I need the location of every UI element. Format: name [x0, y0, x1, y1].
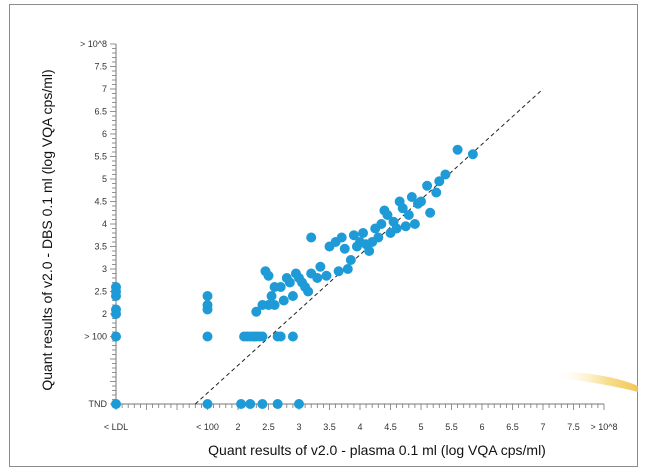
axes: < LDL < 100 2 2.5 3 3.5 4 4.5 5 5.5 6 6.5 7 7.5 > 10^8…: [80, 39, 618, 432]
points-layer: [111, 144, 478, 409]
data-point: [287, 331, 298, 342]
data-point: [111, 304, 121, 315]
x-tick-label: 5.5: [445, 422, 458, 432]
data-point: [467, 149, 478, 160]
x-axis-title: Quant results of v2.0 - plasma 0.1 ml (l…: [208, 442, 546, 458]
data-point: [294, 399, 304, 409]
data-point: [440, 169, 451, 180]
y-tick-label: 7.5: [94, 62, 107, 72]
y-tick-label: 3: [102, 264, 107, 274]
data-point: [275, 282, 286, 292]
x-tick-label: 6.5: [506, 422, 519, 432]
x-tick-label: 2.5: [262, 422, 275, 432]
data-point: [342, 264, 353, 274]
data-point: [257, 399, 268, 409]
data-point: [202, 399, 213, 409]
data-point: [373, 232, 384, 243]
data-point: [339, 243, 350, 254]
data-point: [434, 176, 445, 187]
data-point: [409, 219, 420, 229]
data-point: [391, 223, 402, 234]
data-point: [269, 300, 280, 310]
y-tick-label: 7: [102, 84, 107, 94]
data-point: [406, 192, 417, 202]
data-point: [245, 399, 256, 409]
data-point: [306, 232, 317, 243]
data-point: [202, 300, 213, 310]
x-tick-label: 4.5: [384, 422, 397, 432]
data-point: [202, 291, 213, 301]
y-tick-label: 4.5: [94, 197, 107, 207]
x-tick-label: 2: [235, 422, 240, 432]
data-point: [336, 232, 347, 243]
data-point: [272, 399, 283, 409]
x-tick-label: > 10^8: [591, 422, 618, 432]
data-point: [397, 203, 408, 214]
data-point: [358, 228, 369, 238]
data-point: [202, 331, 213, 342]
data-point: [376, 219, 387, 229]
data-point: [312, 273, 323, 283]
data-point: [364, 246, 375, 256]
data-point: [111, 282, 121, 292]
y-tick-label: TND: [89, 399, 108, 409]
x-tick-label: 3.5: [323, 422, 336, 432]
y-tick-label: 6: [102, 129, 107, 139]
data-point: [452, 144, 463, 155]
y-tick-label: 2: [102, 309, 107, 319]
data-point: [287, 291, 298, 301]
data-point: [422, 180, 433, 191]
x-tick-label: < 100: [196, 422, 219, 432]
x-tick-label: 4: [357, 422, 362, 432]
y-axis-title: Quant results of v2.0 - DBS 0.1 ml (log …: [39, 69, 55, 390]
data-point: [284, 277, 295, 288]
x-tick-label: 5: [418, 422, 423, 432]
data-point: [111, 399, 121, 409]
data-point: [333, 266, 344, 277]
data-point: [348, 230, 359, 241]
data-point: [251, 306, 262, 317]
data-point: [315, 261, 326, 272]
data-point: [321, 270, 332, 281]
data-point: [345, 255, 356, 265]
x-tick-label: < LDL: [104, 422, 128, 432]
x-tick-label: 6: [479, 422, 484, 432]
data-point: [382, 210, 393, 220]
y-tick-label: 3.5: [94, 242, 107, 252]
x-tick-label: 3: [296, 422, 301, 432]
y-tick-label: 6.5: [94, 107, 107, 117]
data-point: [111, 331, 121, 342]
y-tick-label: 4: [102, 219, 107, 229]
y-tick-label: 5: [102, 174, 107, 184]
data-point: [266, 291, 277, 301]
x-tick-label: 7: [540, 422, 545, 432]
chart-frame: [9, 4, 638, 467]
decorative-swoosh: [560, 372, 638, 392]
data-point: [416, 196, 426, 207]
data-point: [278, 295, 289, 306]
data-point: [400, 221, 411, 232]
y-tick-label: > 100: [84, 332, 107, 342]
data-point: [263, 270, 274, 281]
x-tick-label: 7.5: [567, 422, 580, 432]
y-tick-label: > 10^8: [80, 39, 107, 49]
data-point: [303, 286, 314, 297]
data-point: [403, 210, 414, 220]
data-point: [425, 207, 436, 218]
y-tick-label: 2.5: [94, 287, 107, 297]
data-point: [236, 399, 247, 409]
data-point: [431, 187, 442, 198]
data-point: [275, 331, 286, 342]
y-tick-label: 5.5: [94, 152, 107, 162]
data-point: [257, 331, 268, 342]
